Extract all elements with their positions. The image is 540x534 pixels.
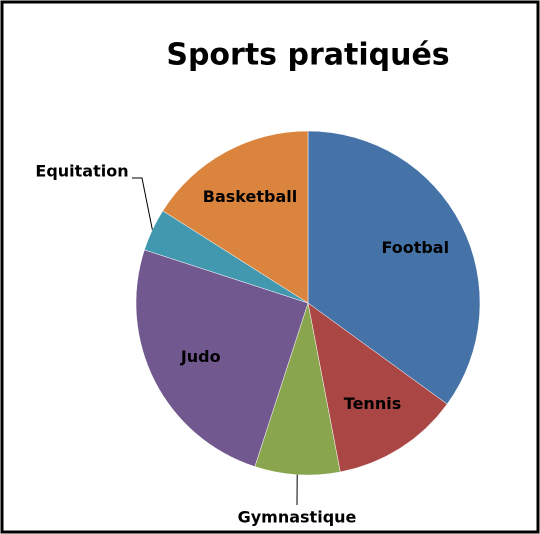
slice-label: Footbal (381, 238, 449, 257)
pie-slice (307, 302, 448, 473)
slice-label: Gymnastique (238, 508, 357, 527)
leader-line (132, 177, 153, 230)
slice-label: Judo (180, 347, 221, 366)
chart-title: Sports pratiqués (166, 38, 449, 73)
slice-label: Basketball (203, 187, 297, 206)
pie-slice (307, 130, 481, 405)
slice-label: Tennis (344, 394, 401, 413)
pie-slice (162, 130, 309, 304)
pie-slice (135, 249, 309, 467)
slice-label: Equitation (35, 162, 128, 181)
